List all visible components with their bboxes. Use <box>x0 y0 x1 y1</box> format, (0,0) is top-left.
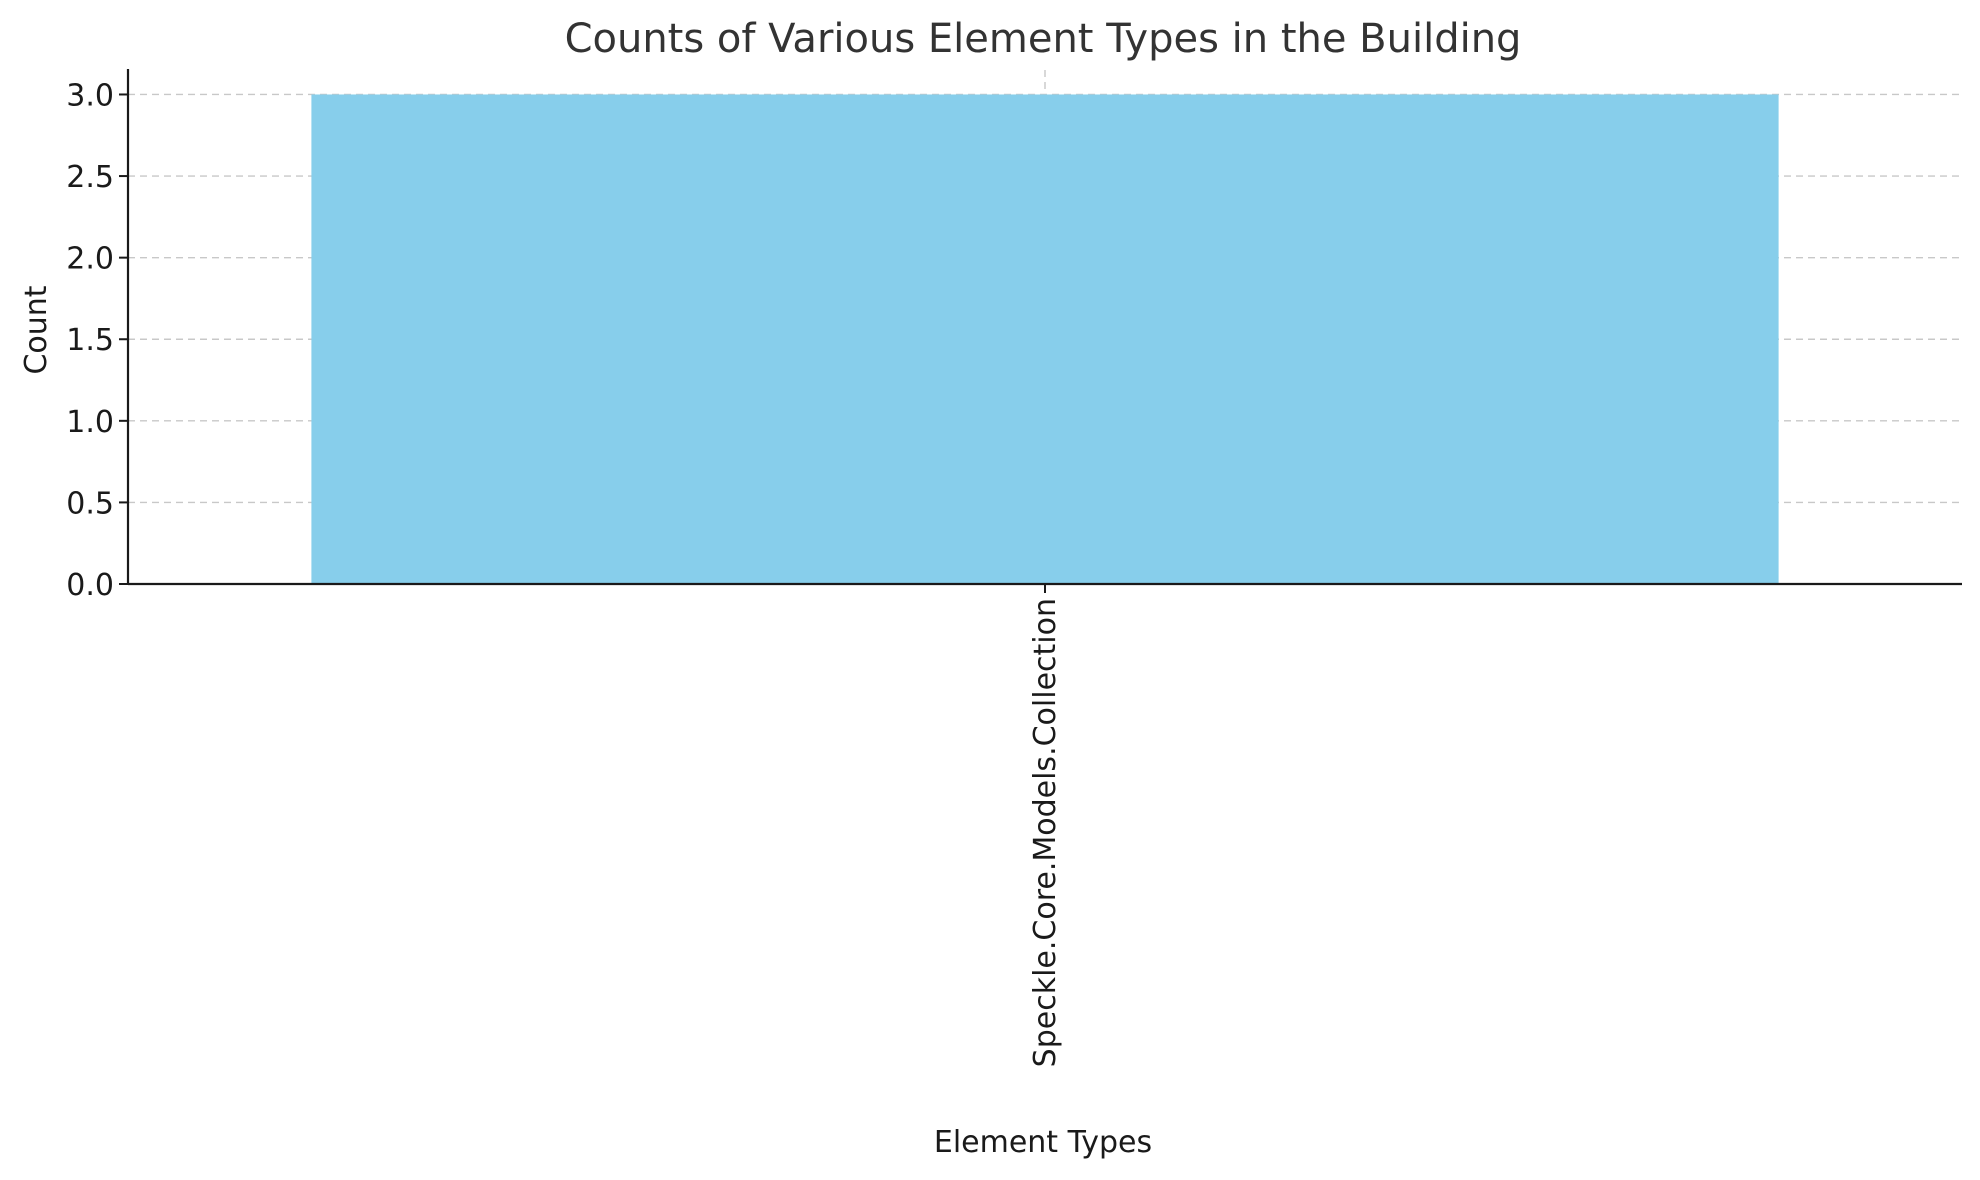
y-axis-label: Count <box>19 285 54 374</box>
y-tick-label: 1.5 <box>66 323 114 358</box>
bars <box>311 94 1779 584</box>
x-axis-ticks: Speckle.Core.Models.Collection <box>1028 584 1063 1067</box>
y-tick-label: 0.5 <box>66 486 114 521</box>
y-axis-ticks: 0.0 0.5 1.0 1.5 2.0 2.5 3.0 <box>66 78 128 603</box>
y-tick-label: 2.0 <box>66 242 114 277</box>
x-tick-label: Speckle.Core.Models.Collection <box>1028 598 1063 1067</box>
y-tick-label: 2.5 <box>66 160 114 195</box>
chart-title: Counts of Various Element Types in the B… <box>565 16 1522 62</box>
bar <box>311 94 1779 584</box>
x-axis-label: Element Types <box>934 1125 1152 1160</box>
y-tick-label: 1.0 <box>66 405 114 440</box>
y-tick-label: 0.0 <box>66 568 114 603</box>
y-tick-label: 3.0 <box>66 78 114 113</box>
